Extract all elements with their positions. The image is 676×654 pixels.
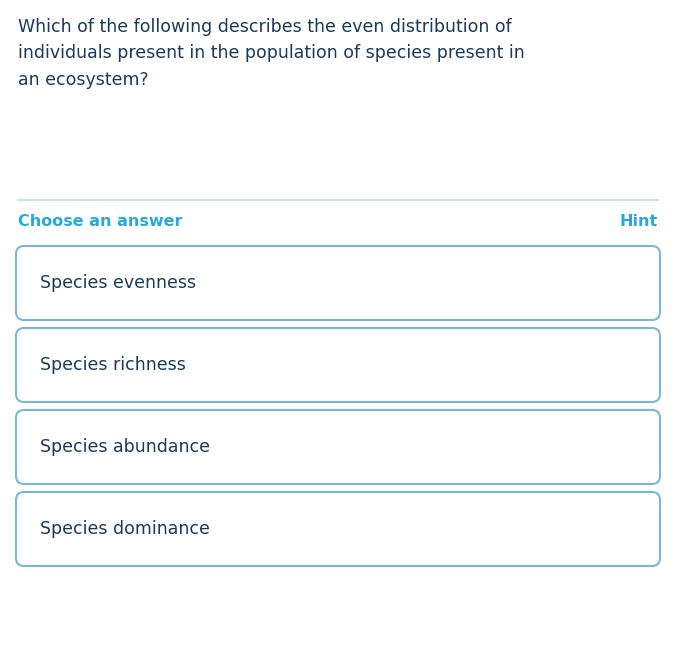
Text: Species richness: Species richness: [40, 356, 186, 374]
FancyBboxPatch shape: [16, 410, 660, 484]
FancyBboxPatch shape: [16, 492, 660, 566]
Text: Species abundance: Species abundance: [40, 438, 210, 456]
Text: Which of the following describes the even distribution of
individuals present in: Which of the following describes the eve…: [18, 18, 525, 89]
FancyBboxPatch shape: [16, 246, 660, 320]
FancyBboxPatch shape: [16, 328, 660, 402]
Text: Choose an answer: Choose an answer: [18, 214, 183, 229]
Text: Species evenness: Species evenness: [40, 274, 196, 292]
Text: Hint: Hint: [620, 214, 658, 229]
Text: Species dominance: Species dominance: [40, 520, 210, 538]
